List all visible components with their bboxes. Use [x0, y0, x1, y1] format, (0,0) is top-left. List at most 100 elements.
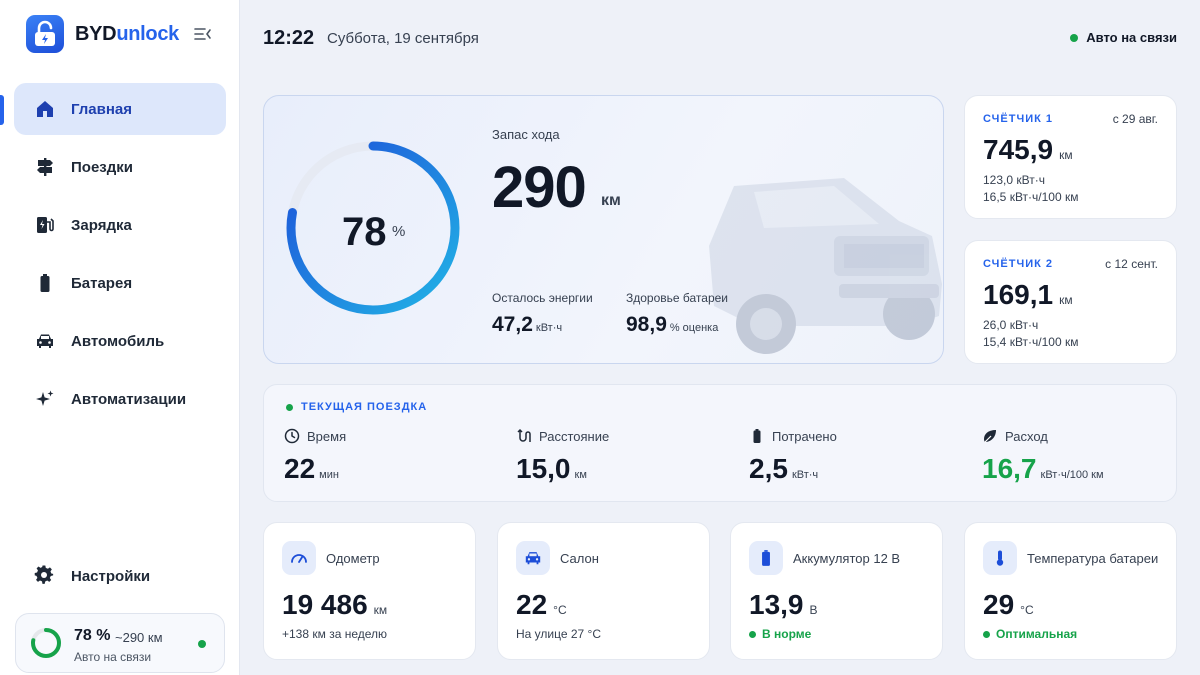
trip-item-unit: кВт·ч [791, 469, 819, 481]
stat-note: На улице 27 °C [516, 627, 602, 641]
trip-distance: Расстояние 15,0 км [516, 428, 609, 485]
leaf-icon [982, 428, 998, 444]
clock-icon [284, 428, 300, 444]
trip-item-label: Расход [1005, 428, 1048, 444]
thermometer-icon [983, 541, 1017, 575]
status-ok-dot [983, 630, 990, 638]
stat-value: 29 [983, 589, 1015, 620]
charge-percent-unit: % [392, 223, 406, 240]
stat-unit: В [809, 603, 818, 617]
counter-distance: 745,9 [983, 134, 1054, 165]
stat-label: Аккумулятор 12 В [793, 551, 901, 566]
status-ok-dot [749, 630, 756, 638]
app-brand: BYDunlock [75, 23, 179, 46]
trip-item-unit: км [574, 469, 587, 481]
signpost-icon [34, 156, 56, 178]
battery-icon [34, 272, 56, 294]
connection-label: Авто на связи [1086, 30, 1177, 45]
stat-note-text: В норме [762, 627, 812, 641]
current-trip-card[interactable]: ТЕКУЩАЯ ПОЕЗДКА Время 22 мин Расстояние 1… [263, 384, 1177, 502]
stat-label: Одометр [326, 551, 380, 566]
sidebar-item-battery[interactable]: Батарея [14, 257, 226, 309]
clock-time: 12:22 [263, 27, 315, 49]
health-label: Здоровье батареи [626, 291, 728, 305]
sidebar-item-automations[interactable]: Автоматизации [14, 373, 226, 425]
range-unit: км [601, 192, 621, 209]
stat-note: +138 км за неделю [282, 627, 388, 641]
sidebar-item-vehicle[interactable]: Автомобиль [14, 315, 226, 367]
mini-range: ~290 км [115, 630, 163, 645]
stat-unit: °C [1020, 603, 1034, 617]
battery-icon [749, 541, 783, 575]
sidebar-item-charging[interactable]: Зарядка [14, 199, 226, 251]
trip-active-dot [286, 403, 293, 411]
trip-counter-1-card[interactable]: СЧЁТЧИК 1 с 29 авг. 745,9 км 123,0 кВт·ч … [964, 95, 1177, 219]
settings-label: Настройки [71, 567, 151, 585]
stat-note-text: Оптимальная [996, 627, 1078, 641]
counter-distance-unit: км [1059, 148, 1073, 162]
counter-distance-unit: км [1059, 293, 1073, 307]
sidebar-item-label: Главная [71, 100, 133, 118]
sidebar-item-label: Зарядка [71, 216, 132, 234]
battery-overview-card: 78 % Запас хода 290 км Осталось энергии … [263, 95, 944, 364]
sparkles-icon [34, 388, 56, 410]
health-note: оценка [682, 322, 719, 334]
sidebar-item-label: Автоматизации [71, 390, 187, 408]
cabin-card[interactable]: Салон 22 °C На улице 27 °C [497, 522, 710, 660]
vehicle-image [709, 178, 942, 354]
brand-part-2: unlock [116, 23, 179, 45]
battery-health: Здоровье батареи 98,9% оценка [626, 291, 728, 337]
connection-status: Авто на связи [1070, 30, 1177, 45]
energy-remaining: Осталось энергии 47,2 кВт·ч [492, 291, 593, 337]
sidebar: BYDunlock Главная Поездки Зарядка [0, 0, 240, 675]
sidebar-item-trips[interactable]: Поездки [14, 141, 226, 193]
trip-item-label: Время [307, 428, 347, 444]
trip-item-label: Расстояние [539, 428, 610, 444]
counter-title: СЧЁТЧИК 1 [983, 113, 1053, 125]
home-icon [34, 98, 56, 120]
sidebar-item-label: Поездки [71, 158, 133, 176]
battery-icon [749, 428, 765, 444]
counter-since: с 29 авг. [1112, 112, 1158, 126]
current-trip-title: ТЕКУЩАЯ ПОЕЗДКА [286, 401, 427, 413]
speedometer-icon [282, 541, 316, 575]
trip-energy-used: Потрачено 2,5 кВт·ч [749, 428, 837, 485]
stat-unit: км [373, 603, 388, 617]
range-value: 290 [492, 155, 587, 220]
battery-temperature-card[interactable]: Температура батареи 29 °C Оптимальная [964, 522, 1177, 660]
mini-connection-status: Авто на связи [74, 650, 152, 664]
collapse-sidebar-icon[interactable] [193, 26, 213, 42]
mini-status-card[interactable]: 78 % ~290 км Авто на связи [15, 613, 225, 673]
trip-item-value: 22 [284, 453, 316, 484]
energy-label: Осталось энергии [492, 291, 593, 305]
connection-dot [1070, 33, 1079, 42]
stat-note: Оптимальная [983, 627, 1077, 641]
sidebar-item-settings[interactable]: Настройки [14, 550, 226, 602]
car-icon [34, 330, 56, 352]
counter-consumption: 15,4 кВт·ч/100 км [983, 335, 1079, 349]
counter-energy: 26,0 кВт·ч [983, 318, 1039, 332]
gear-icon [34, 565, 56, 587]
car-icon [516, 541, 550, 575]
aux-battery-card[interactable]: Аккумулятор 12 В 13,9 В В норме [730, 522, 943, 660]
sidebar-item-label: Батарея [71, 274, 133, 292]
current-date: Суббота, 19 сентября [327, 30, 479, 47]
trip-item-value: 2,5 [749, 453, 788, 484]
counter-energy: 123,0 кВт·ч [983, 173, 1045, 187]
trip-item-unit: мин [319, 469, 339, 481]
stat-value: 22 [516, 589, 548, 620]
sidebar-item-home[interactable]: Главная [14, 83, 226, 135]
sidebar-item-label: Автомобиль [71, 332, 165, 350]
app-logo-icon [26, 15, 64, 53]
stat-note: В норме [749, 627, 811, 641]
trip-counter-2-card[interactable]: СЧЁТЧИК 2 с 12 сент. 169,1 км 26,0 кВт·ч … [964, 240, 1177, 364]
health-unit: % [669, 322, 680, 334]
health-value: 98,9 [626, 313, 667, 336]
energy-value: 47,2 [492, 313, 533, 336]
charge-gauge [286, 141, 460, 315]
counter-consumption: 16,5 кВт·ч/100 км [983, 190, 1079, 204]
counter-distance: 169,1 [983, 279, 1054, 310]
trip-item-label: Потрачено [772, 428, 837, 444]
trip-title-label: ТЕКУЩАЯ ПОЕЗДКА [301, 401, 428, 413]
odometer-card[interactable]: Одометр 19 486 км +138 км за неделю [263, 522, 476, 660]
